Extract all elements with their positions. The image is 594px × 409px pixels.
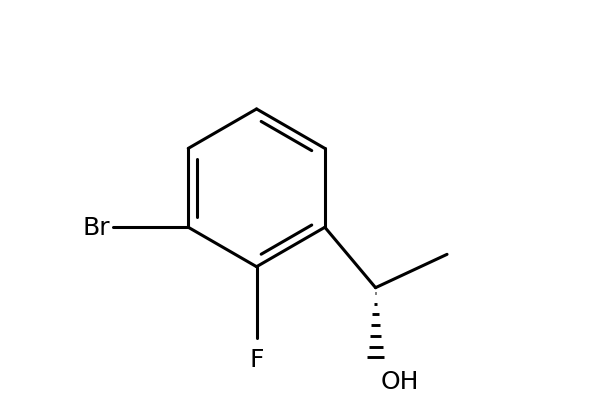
- Text: F: F: [249, 347, 264, 371]
- Text: Br: Br: [83, 216, 110, 240]
- Text: OH: OH: [380, 369, 419, 393]
